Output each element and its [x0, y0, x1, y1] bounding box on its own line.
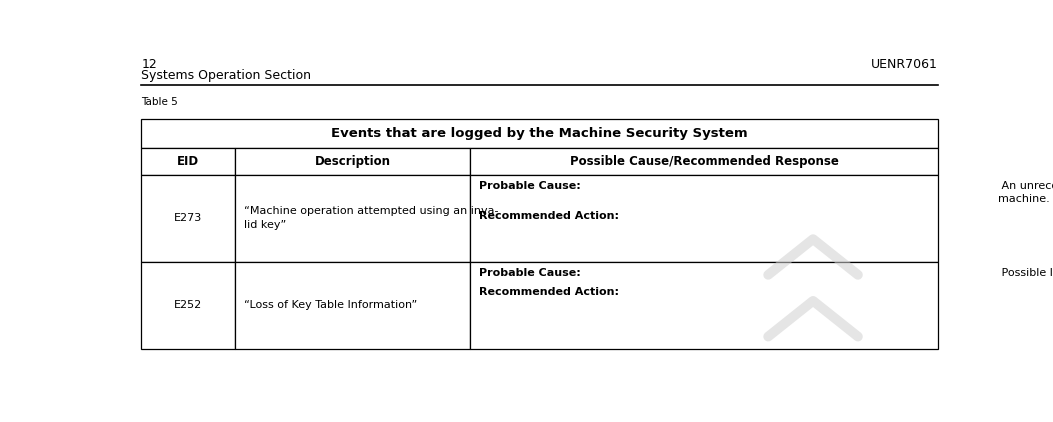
Text: 12: 12	[141, 58, 157, 71]
Bar	[471, 148, 938, 175]
Text: Probable Cause:: Probable Cause:	[478, 181, 580, 191]
Text: Systems Operation Section: Systems Operation Section	[141, 70, 312, 82]
Text: E273: E273	[175, 213, 202, 223]
Bar	[141, 119, 938, 148]
Bar	[471, 262, 938, 349]
Text: “Loss of Key Table Information”: “Loss of Key Table Information”	[243, 300, 417, 311]
Bar	[236, 262, 471, 349]
Bar	[141, 148, 236, 175]
Bar	[236, 175, 471, 262]
Bar	[471, 175, 938, 262]
Text: Description: Description	[315, 155, 391, 168]
Text: Probable Cause:: Probable Cause:	[478, 268, 580, 278]
Text: Events that are logged by the Machine Security System: Events that are logged by the Machine Se…	[332, 127, 748, 140]
Text: Recommended Action:: Recommended Action:	[478, 287, 618, 297]
Bar	[141, 175, 236, 262]
Text: E252: E252	[175, 300, 202, 311]
Text: “Machine operation attempted using an inva-
lid key”: “Machine operation attempted using an in…	[243, 206, 498, 230]
Bar	[236, 148, 471, 175]
Text: EID: EID	[177, 155, 199, 168]
Text: Table 5: Table 5	[141, 97, 178, 107]
Text: Recommended Action:: Recommended Action:	[478, 211, 618, 221]
Bar	[141, 262, 236, 349]
Text: UENR7061: UENR7061	[871, 58, 938, 71]
Text: Possible loss of key table.: Possible loss of key table.	[997, 268, 1053, 278]
Text: An unrecognized key has been used to start the
machine.: An unrecognized key has been used to sta…	[997, 181, 1053, 204]
Text: Possible Cause/Recommended Response: Possible Cause/Recommended Response	[570, 155, 838, 168]
